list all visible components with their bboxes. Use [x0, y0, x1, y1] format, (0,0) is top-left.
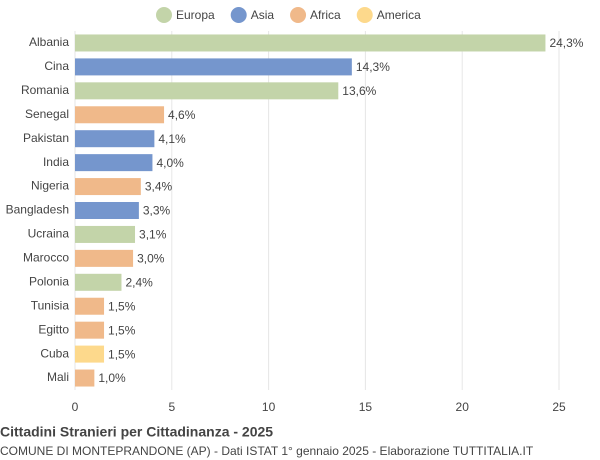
bar	[75, 369, 95, 387]
legend-swatch	[290, 7, 307, 23]
value-label: 1,5%	[108, 323, 136, 337]
y-tick-label: Romania	[21, 83, 69, 97]
legend-label: Asia	[251, 8, 275, 22]
bar	[75, 297, 105, 315]
value-label: 3,4%	[145, 180, 173, 194]
value-label: 2,4%	[125, 275, 153, 289]
x-tick-label: 25	[552, 400, 566, 414]
value-label: 14,3%	[356, 60, 390, 74]
value-label: 4,0%	[156, 156, 184, 170]
legend-swatch	[356, 7, 373, 23]
value-label: 13,6%	[342, 84, 376, 98]
y-tick-label: India	[43, 155, 69, 169]
x-tick-label: 20	[456, 400, 470, 414]
value-label: 3,3%	[143, 204, 171, 218]
bar	[75, 154, 153, 172]
x-tick-label: 15	[359, 400, 373, 414]
legend-swatch	[156, 7, 172, 23]
legend-label: America	[377, 8, 421, 22]
chart-subtitle: COMUNE DI MONTEPRANDONE (AP) - Dati ISTA…	[0, 444, 534, 458]
x-tick-label: 0	[72, 400, 79, 414]
legend-swatch	[230, 7, 247, 23]
bar	[75, 106, 165, 124]
legend-label: Europa	[176, 8, 215, 22]
value-label: 4,6%	[168, 108, 196, 122]
legend-label: Africa	[310, 8, 341, 22]
y-tick-label: Mali	[47, 370, 69, 384]
y-tick-label: Cina	[44, 59, 69, 73]
bar	[75, 34, 546, 52]
y-tick-label: Albania	[29, 35, 69, 49]
bar	[75, 273, 122, 291]
bar	[75, 58, 352, 76]
bar	[75, 225, 136, 243]
x-tick-label: 10	[262, 400, 276, 414]
bar	[75, 178, 141, 196]
y-tick-label: Bangladesh	[6, 203, 69, 217]
y-tick-label: Pakistan	[23, 131, 69, 145]
y-tick-label: Senegal	[25, 107, 69, 121]
bar	[75, 321, 105, 339]
bar	[75, 202, 139, 219]
y-tick-label: Tunisia	[31, 298, 70, 312]
value-label: 24,3%	[549, 36, 583, 50]
value-label: 3,0%	[137, 252, 165, 266]
chart-title: Cittadini Stranieri per Cittadinanza - 2…	[0, 424, 273, 440]
y-tick-label: Egitto	[38, 322, 69, 336]
bar	[75, 130, 155, 148]
value-label: 3,1%	[139, 228, 167, 242]
y-tick-label: Nigeria	[31, 179, 69, 193]
value-label: 1,0%	[98, 371, 126, 385]
value-label: 1,5%	[108, 299, 136, 313]
value-label: 1,5%	[108, 347, 136, 361]
y-tick-label: Ucraina	[28, 227, 70, 241]
value-label: 4,1%	[158, 132, 186, 146]
x-tick-label: 5	[168, 400, 175, 414]
y-tick-label: Cuba	[40, 346, 69, 360]
bar	[75, 82, 339, 100]
bar	[75, 249, 134, 267]
y-tick-label: Marocco	[23, 251, 69, 265]
y-tick-label: Polonia	[29, 274, 69, 288]
bar	[75, 345, 105, 363]
